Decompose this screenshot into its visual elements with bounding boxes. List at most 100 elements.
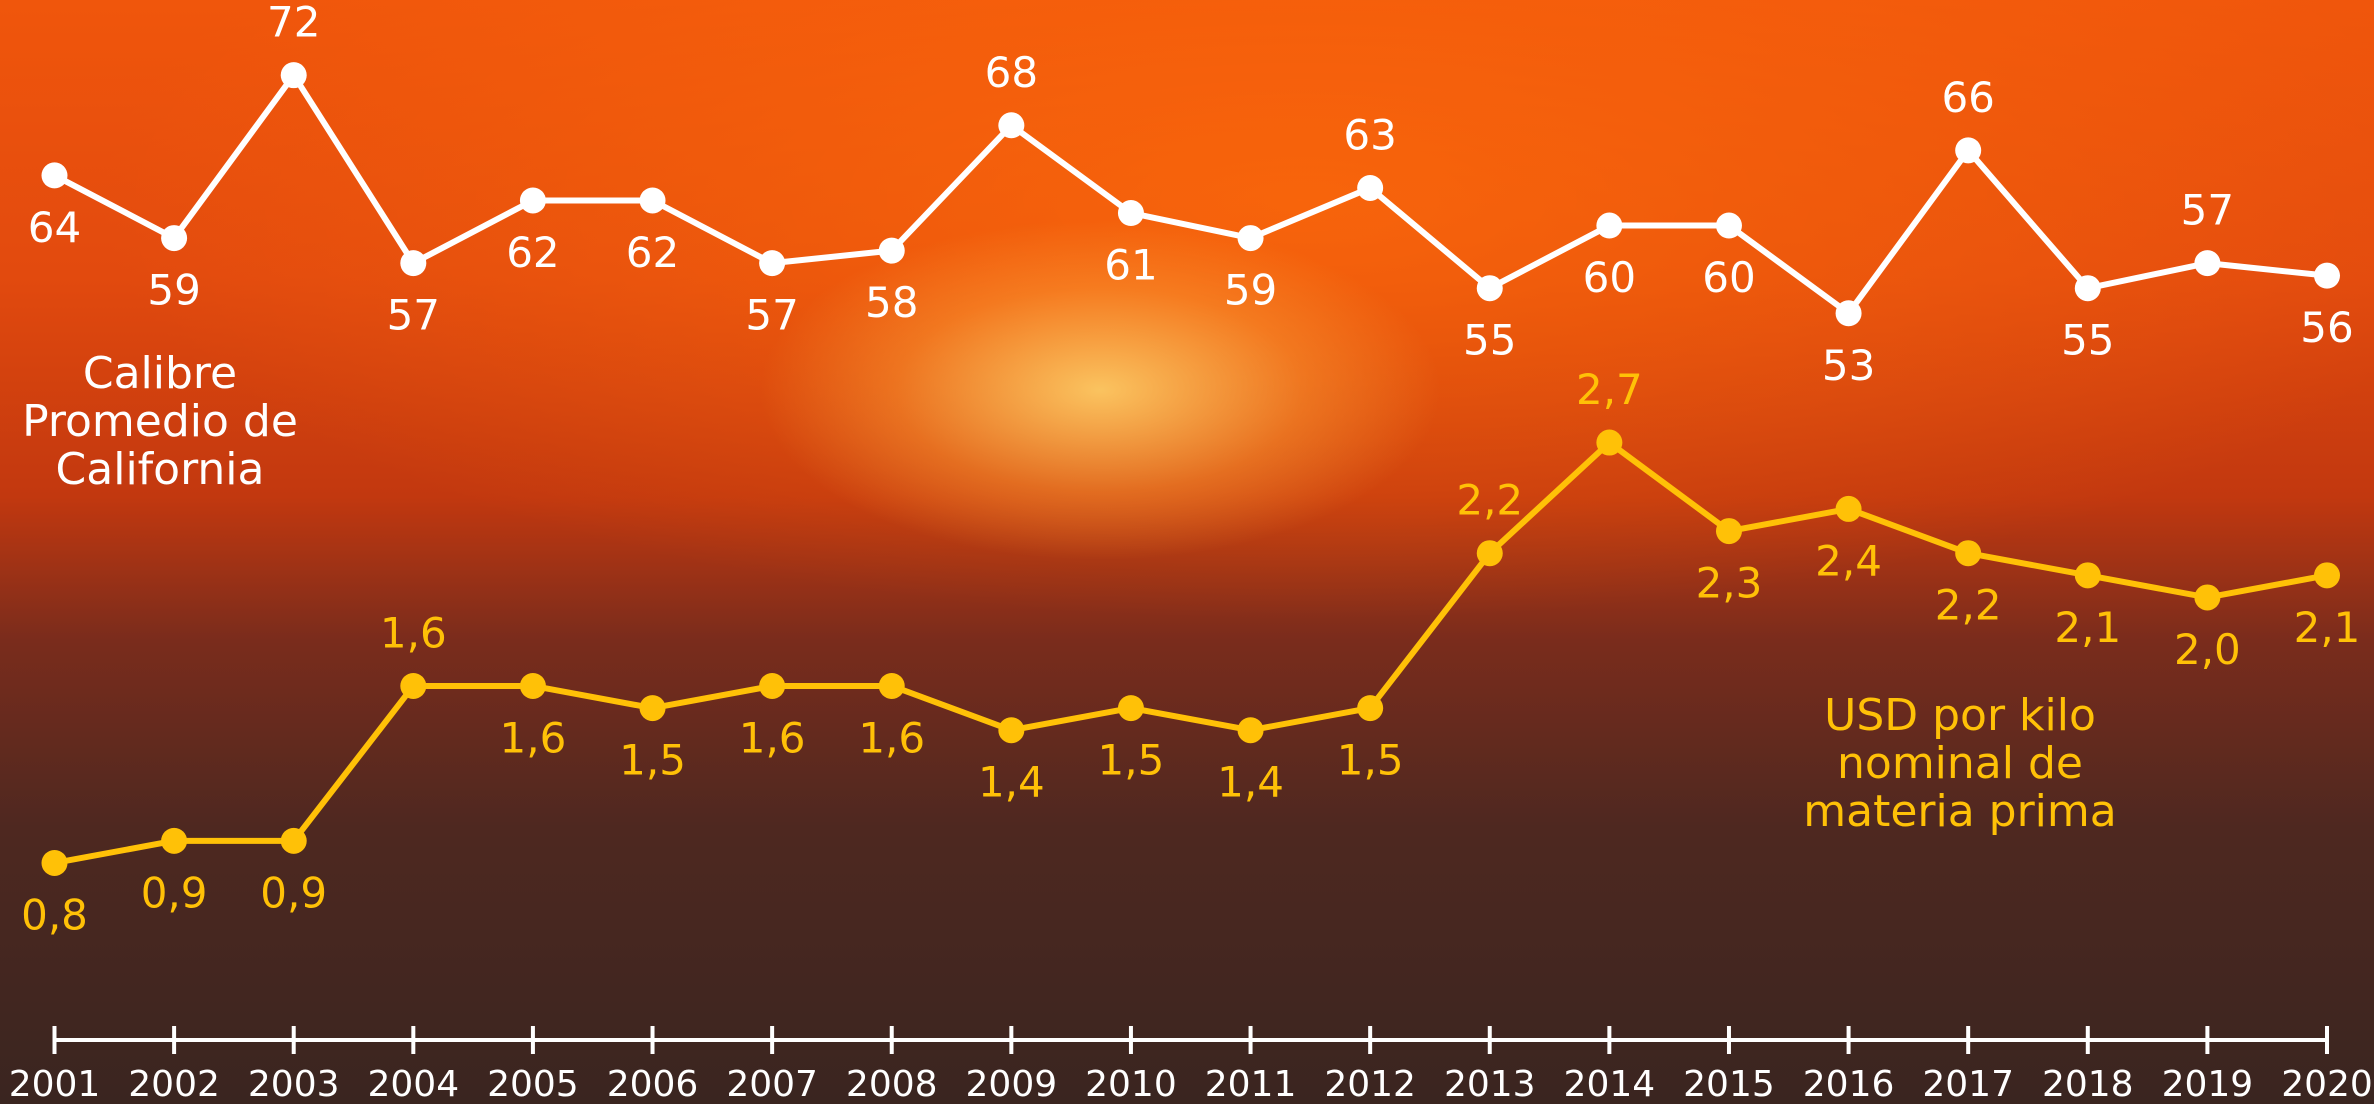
point — [639, 695, 666, 722]
value-label: 2,1 — [2294, 603, 2361, 652]
point — [280, 62, 307, 89]
value-label: 2,7 — [1576, 365, 1643, 414]
value-label: 57 — [745, 291, 798, 340]
point — [1596, 429, 1623, 456]
x-tick-label: 2015 — [1683, 1064, 1775, 1104]
value-label: 60 — [1702, 253, 1755, 302]
point — [878, 672, 905, 699]
point — [998, 717, 1025, 744]
point — [1117, 200, 1144, 227]
point — [2074, 275, 2101, 302]
point — [2314, 562, 2340, 589]
x-tick-label: 2002 — [128, 1064, 220, 1104]
x-tick-label: 2014 — [1564, 1064, 1656, 1104]
value-label: 68 — [985, 48, 1038, 97]
value-label: 55 — [2061, 316, 2114, 365]
value-label: 62 — [506, 228, 559, 277]
value-label: 2,3 — [1696, 559, 1763, 608]
value-label: 1,6 — [500, 713, 567, 762]
point — [1715, 212, 1742, 239]
point — [41, 162, 68, 189]
point — [639, 187, 666, 214]
point — [1596, 212, 1623, 239]
value-label: 2,1 — [2054, 603, 2121, 652]
value-label: 0,8 — [21, 890, 88, 939]
value-label: 1,6 — [858, 713, 925, 762]
value-label: 63 — [1343, 110, 1396, 159]
point — [2074, 562, 2101, 589]
value-label: 0,9 — [260, 868, 327, 917]
point — [1715, 518, 1742, 545]
value-label: 53 — [1822, 341, 1875, 390]
series-label: USD por kilo nominal de materia prima — [1803, 690, 2117, 837]
value-label: 55 — [1463, 316, 1516, 365]
value-label: 72 — [267, 0, 320, 47]
value-label: 2,0 — [2174, 625, 2241, 674]
point — [998, 112, 1025, 139]
value-label: 2,4 — [1815, 536, 1882, 585]
x-tick-label: 2003 — [248, 1064, 340, 1104]
x-tick-label: 2010 — [1085, 1064, 1177, 1104]
series-line — [53, 439, 2328, 866]
point — [878, 237, 905, 264]
value-label: 64 — [28, 203, 81, 252]
point — [280, 827, 307, 854]
point — [2194, 250, 2221, 277]
point — [161, 827, 188, 854]
x-tick-label: 2007 — [726, 1064, 818, 1104]
x-tick-label: 2011 — [1205, 1064, 1297, 1104]
x-tick-label: 2013 — [1444, 1064, 1536, 1104]
value-label: 57 — [387, 291, 440, 340]
value-label: 61 — [1104, 241, 1157, 290]
x-tick-label: 2017 — [1922, 1064, 2014, 1104]
series-label: Calibre Promedio de California — [22, 348, 298, 495]
x-tick-label: 2019 — [2162, 1064, 2254, 1104]
value-label: 1,6 — [739, 713, 806, 762]
point — [161, 225, 188, 252]
x-tick-label: 2020 — [2281, 1064, 2373, 1104]
point — [400, 672, 427, 699]
value-label: 62 — [626, 228, 679, 277]
point — [41, 849, 68, 876]
x-tick-label: 2005 — [487, 1064, 579, 1104]
value-label: 1,4 — [978, 758, 1045, 807]
value-label: 1,5 — [1337, 736, 1404, 785]
value-label: 60 — [1583, 253, 1636, 302]
x-tick-label: 2001 — [9, 1064, 101, 1104]
value-label: 1,5 — [1098, 736, 1165, 785]
x-tick-label: 2006 — [607, 1064, 699, 1104]
value-label: 1,4 — [1217, 758, 1284, 807]
value-label: 1,6 — [380, 608, 447, 657]
x-tick-label: 2012 — [1324, 1064, 1416, 1104]
point — [1476, 540, 1503, 567]
point — [2194, 584, 2221, 611]
point — [519, 672, 546, 699]
point — [2314, 262, 2340, 289]
value-label: 66 — [1941, 73, 1994, 122]
point — [519, 187, 546, 214]
series-line — [53, 72, 2328, 317]
x-tick-label: 2016 — [1803, 1064, 1895, 1104]
point — [1955, 137, 1982, 164]
point — [759, 250, 786, 277]
x-tick-label: 2004 — [368, 1064, 460, 1104]
value-label: 56 — [2300, 303, 2353, 352]
point — [400, 250, 427, 277]
point — [1117, 695, 1144, 722]
x-tick-label: 2018 — [2042, 1064, 2134, 1104]
value-label: 1,5 — [619, 736, 686, 785]
point — [1237, 225, 1264, 252]
point — [1835, 495, 1862, 522]
value-label: 0,9 — [141, 868, 208, 917]
point — [759, 672, 786, 699]
value-label: 2,2 — [1935, 581, 2002, 630]
point — [1357, 174, 1384, 201]
value-label: 57 — [2181, 186, 2234, 235]
point — [1835, 300, 1862, 327]
point — [1476, 275, 1503, 302]
value-label: 59 — [147, 266, 200, 315]
value-label: 59 — [1224, 266, 1277, 315]
x-tick-label: 2008 — [846, 1064, 938, 1104]
value-label: 2,2 — [1456, 476, 1523, 525]
